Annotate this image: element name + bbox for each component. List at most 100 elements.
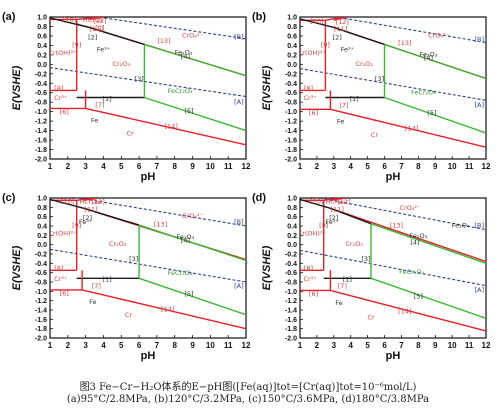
x-tick-label: 3 <box>83 341 88 350</box>
y-tick-label: -0.2 <box>285 71 297 78</box>
panel-d: (d)1 2 3 4 5 6 7 8 9 10 11 121.00.80.60.40.20.0-0.2… <box>252 192 491 362</box>
y-tick-label: -1.4 <box>35 308 47 315</box>
species-label: Fe³⁺ <box>97 46 110 54</box>
blue-dashed-boundary-line <box>50 248 246 283</box>
panel-a: (a)1 2 3 4 5 6 7 8 9 10 11 121.00.80.60.40.20.0-0.2… <box>2 11 251 183</box>
species-label: Cr(OH)²⁺ <box>48 49 76 57</box>
plot-frame <box>49 16 247 160</box>
y-tick-label: 0.2 <box>37 52 47 59</box>
y-tick-label: 1.0 <box>37 196 47 203</box>
x-tick-label: 1 <box>48 162 53 171</box>
y-tick-label: 0.4 <box>287 43 297 50</box>
x-tick-label: 5 <box>119 341 124 350</box>
y-tick-label: 0.4 <box>287 224 297 231</box>
black-boundary-line <box>83 207 140 226</box>
line-number-label: [9] <box>321 41 330 49</box>
y-tick-label: -0.2 <box>35 71 47 78</box>
red-boundary-line <box>85 107 246 146</box>
y-tick-label: -0.2 <box>285 252 297 259</box>
x-tick-label: 10 <box>448 162 457 171</box>
line-number-label: [9] <box>72 41 81 49</box>
green-boundary-line <box>138 224 246 262</box>
species-label: HCrO₄⁻ <box>79 197 102 205</box>
y-tick-label: -0.6 <box>285 270 297 277</box>
green-boundary-line <box>384 43 486 80</box>
x-tick-label: 1 <box>298 162 303 171</box>
species-label: Cr(OH)²⁺ <box>48 230 76 238</box>
y-tick-label: 1.0 <box>287 15 297 22</box>
line-number-label: [3] <box>129 255 138 263</box>
species-label: FeCr₂O₄ <box>168 269 193 277</box>
y-tick-label: -0.6 <box>35 270 47 277</box>
x-tick-label: 12 <box>482 341 491 350</box>
y-tick-label: -1.2 <box>35 298 47 305</box>
x-axis-label: pH <box>141 350 156 362</box>
y-tick-label: -0.6 <box>285 90 297 97</box>
species-label: Fe₂O₃ <box>177 233 195 241</box>
line-number-label: [12] <box>336 18 349 26</box>
y-tick-label: 0.6 <box>37 214 47 221</box>
species-label: Cr³⁺ <box>54 275 67 283</box>
y-tick-label: -1.4 <box>285 308 297 315</box>
x-tick-label: 12 <box>242 162 251 171</box>
y-tick-label: -0.8 <box>285 100 297 107</box>
species-label: Fe₂O₃ <box>410 232 428 240</box>
green-boundary-line <box>144 43 246 77</box>
blue-dashed-boundary-line <box>300 68 486 101</box>
line-number-label: [2] <box>83 214 92 222</box>
line-number-label: [6] <box>60 290 69 298</box>
species-label: HCrO₄⁻ <box>83 16 106 24</box>
line-number-label: [A] <box>474 101 484 109</box>
x-tick-label: 10 <box>206 162 215 171</box>
y-tick-label: 0.8 <box>37 205 47 212</box>
species-label: Fe₂O₃ <box>420 50 438 58</box>
species-label: Fe <box>91 117 98 125</box>
line-number-label: [B] <box>474 222 484 230</box>
red-boundary-line <box>89 17 104 21</box>
y-tick-label: -1.0 <box>285 109 297 116</box>
y-tick-label: -1.6 <box>285 317 297 324</box>
x-tick-label: 5 <box>119 162 124 171</box>
line-number-label: [5] <box>184 290 193 298</box>
line-number-label: [12] <box>91 198 104 206</box>
x-tick-label: 1 <box>48 341 53 350</box>
x-tick-label: 11 <box>465 341 474 350</box>
x-axis-label: pH <box>386 171 401 183</box>
x-tick-label: 2 <box>66 341 71 350</box>
black-boundary-line <box>330 207 372 225</box>
blue-dashed-boundary-line <box>333 17 486 44</box>
x-tick-label: 6 <box>137 162 142 171</box>
y-tick-label: -0.4 <box>35 261 47 268</box>
species-label: HCrO₄⁻ <box>326 197 349 205</box>
species-label: Fe³⁺ <box>325 218 338 226</box>
y-tick-label: -1.2 <box>285 119 297 126</box>
line-number-label: [13] <box>154 221 167 229</box>
y-tick-label: -2.0 <box>35 157 47 164</box>
line-number-label: [9] <box>72 222 81 230</box>
y-tick-label: -1.8 <box>35 326 47 333</box>
y-tick-label: -1.4 <box>285 128 297 135</box>
y-axis-label: E(VSHE) <box>261 245 273 290</box>
line-number-label: [13] <box>390 222 403 230</box>
x-tick-label: 7 <box>155 341 160 350</box>
panel-b: (b)1 2 3 4 5 6 7 8 9 10 11 121.00.80.60.40.20.0-0.2… <box>252 11 491 183</box>
x-tick-label: 6 <box>137 341 142 350</box>
line-number-label: [7] <box>338 282 347 290</box>
line-number-label: [1] <box>102 276 111 284</box>
species-label: CrO₄²⁻ <box>399 204 420 212</box>
y-tick-label: 0.4 <box>37 43 47 50</box>
x-tick-label: 7 <box>399 341 404 350</box>
line-number-label: [14] <box>398 307 411 315</box>
y-tick-label: -2.0 <box>285 336 297 343</box>
y-tick-label: -1.2 <box>35 119 47 126</box>
y-tick-label: 0.0 <box>287 62 297 69</box>
y-tick-label: -0.8 <box>35 280 47 287</box>
species-label: Fe <box>335 299 342 307</box>
species-label: CrO₄²⁻ <box>428 31 449 39</box>
x-tick-label: 6 <box>382 162 387 171</box>
species-label: Cr(OH)²⁺ <box>298 49 326 57</box>
y-tick-label: -1.2 <box>285 298 297 305</box>
y-tick-label: -1.4 <box>35 128 47 135</box>
line-number-label: [14] <box>161 306 174 314</box>
y-axis-label: E(VSHE) <box>261 65 273 110</box>
